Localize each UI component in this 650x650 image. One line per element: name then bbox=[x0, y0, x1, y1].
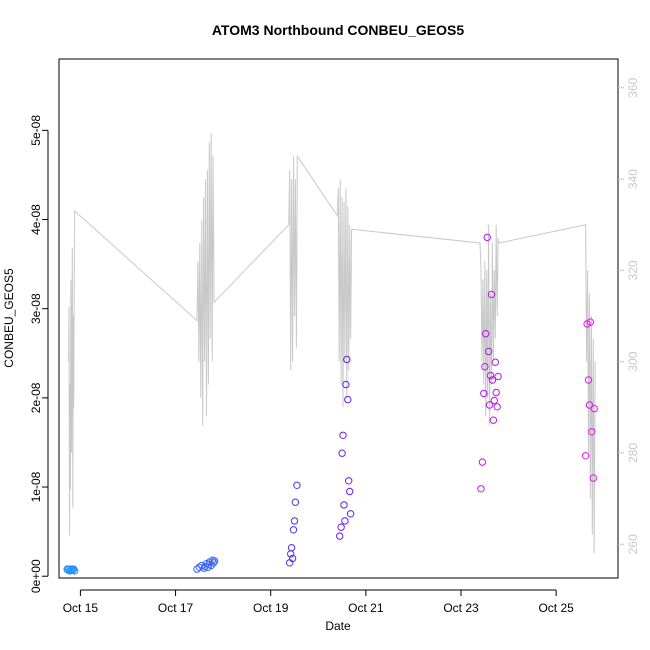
scatter-point bbox=[483, 233, 491, 242]
scatter-point bbox=[480, 389, 488, 398]
x-axis: Oct 15 Oct 17 Oct 19 Oct 21 Oct 23 Oct 25 bbox=[63, 589, 574, 615]
scatter-point bbox=[484, 347, 493, 356]
x-tick-label: Oct 15 bbox=[63, 601, 99, 615]
y-right-tick-label: 320 bbox=[626, 260, 640, 280]
scatter-point bbox=[210, 557, 219, 565]
scatter-point bbox=[209, 559, 218, 567]
scatter-point bbox=[293, 481, 301, 489]
x-tick-label: Oct 17 bbox=[158, 601, 194, 615]
y-right-tick-label: 340 bbox=[626, 169, 640, 189]
scatter-point bbox=[581, 452, 590, 460]
y-right-tick-label: 300 bbox=[626, 351, 640, 371]
scatter-point bbox=[341, 517, 349, 525]
scatter-point bbox=[477, 485, 485, 493]
x-tick-label: Oct 25 bbox=[538, 601, 574, 615]
y-right-tick-label: 280 bbox=[626, 443, 640, 463]
scatter-point bbox=[588, 428, 596, 436]
y-tick-label: 1e-08 bbox=[29, 471, 43, 502]
scatter-point bbox=[489, 416, 498, 424]
scatter-point bbox=[66, 567, 74, 575]
scatter-point bbox=[290, 517, 299, 525]
altitude-series-line bbox=[68, 133, 596, 554]
scatter-point bbox=[486, 371, 495, 380]
y-axis-title: CONBEU_GEOS5 bbox=[2, 268, 16, 368]
scatter-point bbox=[482, 330, 490, 338]
scatter-point bbox=[478, 458, 487, 466]
scatter-point bbox=[287, 544, 296, 552]
y-right-tick-label: 260 bbox=[626, 534, 640, 554]
scatter-point bbox=[340, 501, 348, 509]
scatter-point bbox=[71, 567, 79, 575]
scatter-point bbox=[494, 372, 502, 381]
y-tick-label: 2e-08 bbox=[29, 382, 43, 413]
scatter-point bbox=[337, 523, 345, 531]
chart-title: ATOM3 Northbound CONBEU_GEOS5 bbox=[212, 22, 464, 38]
scatter-point bbox=[590, 404, 598, 413]
scatter-point bbox=[585, 401, 594, 409]
y-axis-right: 260 280 300 320 340 360 bbox=[618, 77, 640, 554]
y-right-tick-label: 360 bbox=[626, 77, 640, 97]
scatter-point bbox=[289, 526, 298, 534]
altitude-line-group bbox=[68, 133, 596, 554]
scatter-point bbox=[488, 376, 497, 384]
scatter-point bbox=[70, 565, 78, 573]
scatter-point bbox=[336, 532, 344, 540]
x-tick-label: Oct 21 bbox=[348, 601, 384, 615]
scatter-point bbox=[342, 380, 350, 389]
scatter-point bbox=[195, 563, 204, 571]
scatter-point bbox=[346, 487, 354, 496]
scatter-points-group bbox=[63, 233, 598, 575]
scatter-point bbox=[345, 477, 353, 485]
scatter-point bbox=[485, 401, 494, 409]
scatter-point bbox=[193, 565, 201, 573]
scatter-point bbox=[200, 564, 208, 572]
scatter-point bbox=[493, 403, 501, 411]
scatter-point bbox=[288, 554, 297, 563]
scatter-point bbox=[586, 318, 595, 326]
scatter-point bbox=[487, 290, 496, 299]
x-tick-label: Oct 19 bbox=[253, 601, 289, 615]
plot-frame bbox=[58, 58, 619, 579]
scatter-point bbox=[491, 358, 499, 366]
y-tick-label: 0e+00 bbox=[29, 559, 43, 593]
scatter-point bbox=[481, 363, 489, 371]
scatter-point bbox=[339, 431, 347, 439]
scatter-point bbox=[343, 355, 351, 364]
scatter-point bbox=[584, 376, 593, 384]
y-tick-label: 5e-08 bbox=[29, 115, 43, 146]
scatter-point bbox=[338, 449, 346, 457]
x-axis-title: Date bbox=[325, 619, 351, 633]
scatter-point bbox=[490, 396, 498, 405]
scatter-point bbox=[492, 388, 500, 397]
y-tick-label: 3e-08 bbox=[29, 293, 43, 324]
scatter-point bbox=[346, 510, 355, 518]
scatter-point bbox=[589, 474, 597, 482]
y-axis: 0e+00 1e-08 2e-08 3e-08 4e-08 5e-08 bbox=[29, 115, 49, 593]
y-tick-label: 4e-08 bbox=[29, 204, 43, 235]
x-tick-label: Oct 23 bbox=[443, 601, 479, 615]
scatter-point bbox=[344, 395, 352, 404]
scatter-point bbox=[291, 498, 300, 506]
